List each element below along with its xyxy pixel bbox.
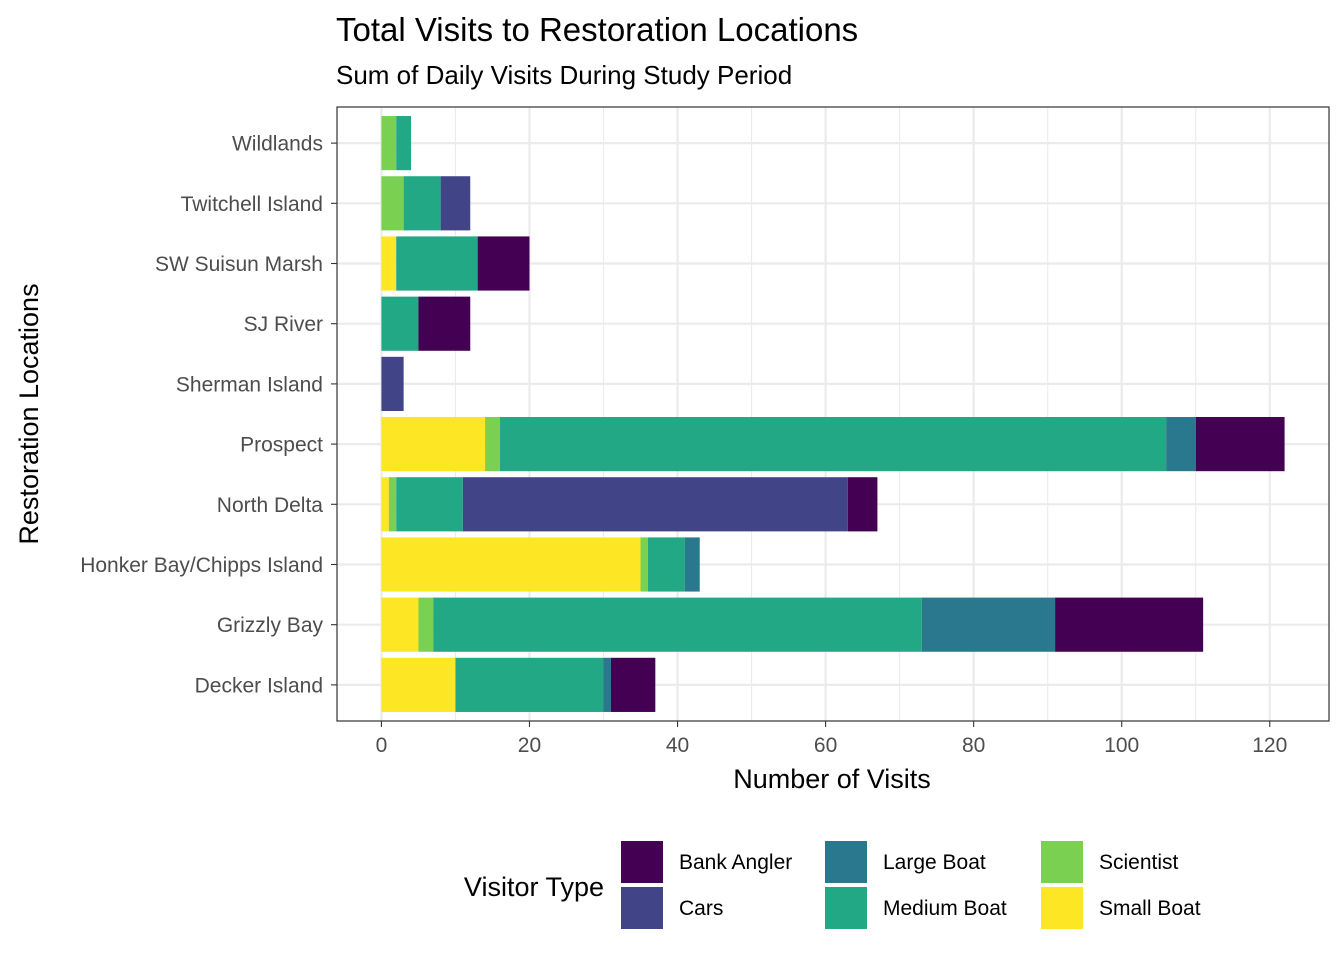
bar-sw-suisun-marsh-bank-angler xyxy=(477,236,530,291)
x-tick-label: 100 xyxy=(1104,734,1139,757)
y-tick-label: Twitchell Island xyxy=(181,193,323,216)
legend-key-scientist xyxy=(1041,841,1083,883)
bar-honker-bay-chipps-island-medium-boat xyxy=(647,537,685,592)
y-tick-label: Honker Bay/Chipps Island xyxy=(80,554,323,577)
x-tick-label: 40 xyxy=(666,734,689,757)
legend-label-bank-angler: Bank Angler xyxy=(679,851,792,874)
bar-prospect-small-boat xyxy=(381,417,486,472)
legend-key-medium-boat xyxy=(825,887,867,929)
y-tick-label: Wildlands xyxy=(232,133,323,156)
legend-label-medium-boat: Medium Boat xyxy=(883,897,1007,920)
legend-key-large-boat xyxy=(825,841,867,883)
bar-grizzly-bay-medium-boat xyxy=(433,597,922,652)
bar-north-delta-bank-angler xyxy=(847,477,878,532)
y-axis-title: Restoration Locations xyxy=(14,283,44,544)
x-tick-label: 80 xyxy=(962,734,985,757)
bar-honker-bay-chipps-island-scientist xyxy=(640,537,648,592)
bar-north-delta-medium-boat xyxy=(396,477,463,532)
chart-title: Total Visits to Restoration Locations xyxy=(336,11,858,48)
legend-title: Visitor Type xyxy=(464,872,604,902)
bars xyxy=(381,116,1285,712)
legend-key-bank-angler xyxy=(621,841,663,883)
legend-key-cars xyxy=(621,887,663,929)
x-tick-label: 0 xyxy=(376,734,388,757)
plot-panel-border xyxy=(336,106,1330,722)
legend-label-scientist: Scientist xyxy=(1099,851,1179,874)
bar-twitchell-island-medium-boat xyxy=(403,176,441,231)
chart-subtitle: Sum of Daily Visits During Study Period xyxy=(336,60,792,90)
bar-grizzly-bay-small-boat xyxy=(381,597,419,652)
bar-decker-island-large-boat xyxy=(603,657,611,712)
y-tick-label: Sherman Island xyxy=(176,373,323,396)
legend-key-small-boat xyxy=(1041,887,1083,929)
bar-grizzly-bay-scientist xyxy=(418,597,434,652)
bar-honker-bay-chipps-island-small-boat xyxy=(381,537,641,592)
bar-grizzly-bay-bank-angler xyxy=(1055,597,1204,652)
y-tick-label: Prospect xyxy=(240,434,323,457)
y-tick-label: North Delta xyxy=(217,494,324,517)
x-tick-label: 20 xyxy=(518,734,541,757)
bar-north-delta-small-boat xyxy=(381,477,389,532)
bar-sj-river-bank-angler xyxy=(418,296,471,351)
bar-north-delta-scientist xyxy=(388,477,397,532)
y-tick-label: Grizzly Bay xyxy=(217,614,324,637)
bar-prospect-scientist xyxy=(485,417,500,472)
y-tick-label: SJ River xyxy=(244,313,323,336)
bar-north-delta-cars xyxy=(462,477,848,532)
bar-twitchell-island-scientist xyxy=(381,176,404,231)
bar-honker-bay-chipps-island-large-boat xyxy=(684,537,700,592)
x-tick-label: 120 xyxy=(1252,734,1287,757)
bar-wildlands-scientist xyxy=(381,116,397,171)
bar-sherman-island-cars xyxy=(381,356,404,411)
bar-decker-island-small-boat xyxy=(381,657,456,712)
x-tick-label: 60 xyxy=(814,734,837,757)
y-tick-label: Decker Island xyxy=(195,674,323,697)
legend-label-cars: Cars xyxy=(679,897,723,920)
x-axis-title: Number of Visits xyxy=(733,764,931,794)
legend-label-small-boat: Small Boat xyxy=(1099,897,1201,920)
bar-sw-suisun-marsh-medium-boat xyxy=(396,236,478,291)
y-tick-label: SW Suisun Marsh xyxy=(155,253,323,276)
axis-ticks: 0 20 40 60 80 100 120 Decker Island Grizzly Bay H… xyxy=(80,133,1287,757)
legend: Visitor Type Bank Angler Cars Large Boat Me… xyxy=(464,841,1201,929)
bar-grizzly-bay-large-boat xyxy=(921,597,1056,652)
bar-prospect-bank-angler xyxy=(1195,417,1285,472)
bar-sj-river-medium-boat xyxy=(381,296,419,351)
bar-prospect-medium-boat xyxy=(499,417,1167,472)
bar-decker-island-medium-boat xyxy=(455,657,604,712)
bar-twitchell-island-cars xyxy=(440,176,471,231)
bar-wildlands-medium-boat xyxy=(396,116,412,171)
bar-sw-suisun-marsh-small-boat xyxy=(381,236,397,291)
legend-label-large-boat: Large Boat xyxy=(883,851,986,874)
bar-prospect-large-boat xyxy=(1166,417,1196,472)
bar-decker-island-bank-angler xyxy=(610,657,656,712)
